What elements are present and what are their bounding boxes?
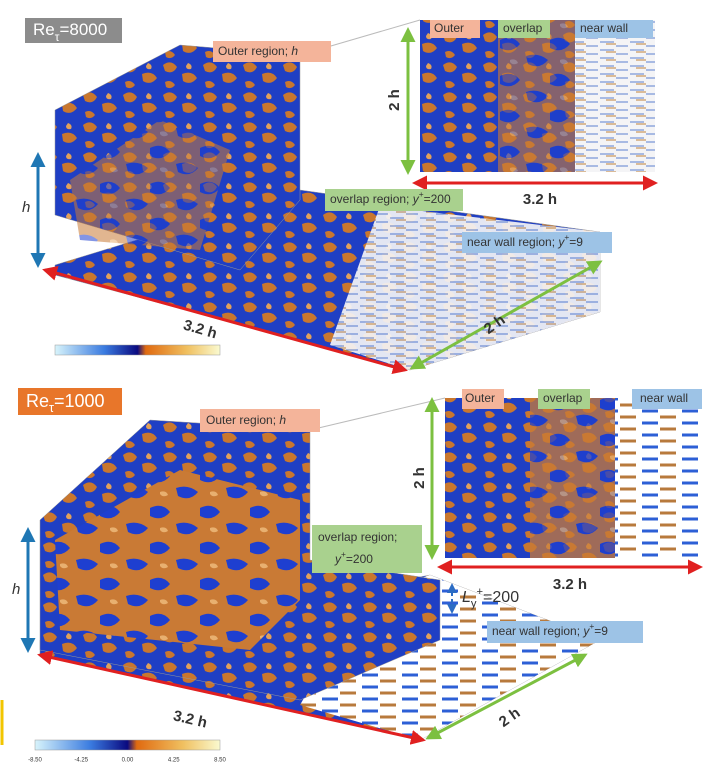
overlap-label: y+=200	[334, 549, 373, 566]
label-part: Re	[26, 391, 49, 411]
inset-tab: Outer	[465, 391, 495, 405]
label-part: =200	[483, 589, 519, 606]
label-part: y	[471, 598, 477, 610]
label-part: overlap region;	[330, 192, 413, 206]
colorbar-tick: 8.50	[214, 758, 226, 764]
length-label: 3.2 h	[181, 317, 219, 343]
colorbar-tick: 4.25	[168, 758, 180, 764]
label-part: Re	[33, 20, 55, 39]
label-part: h	[279, 413, 286, 427]
inset-tab: near wall	[580, 21, 628, 35]
overlap-label: overlap region;	[318, 530, 397, 544]
inset-width: 3.2 h	[553, 576, 587, 593]
colorbar-tick: 0.00	[122, 758, 134, 764]
depth-label: 2 h	[496, 704, 524, 730]
inset-height: 2 h	[386, 89, 403, 111]
label-part: =9	[569, 235, 583, 249]
overlap-label: overlap region; y+=200	[330, 189, 451, 206]
label-part: L	[462, 589, 471, 606]
label-part: near wall region;	[492, 624, 583, 638]
height-label: h	[22, 199, 30, 216]
label-part: Outer region;	[206, 413, 279, 427]
length-label: 3.2 h	[172, 707, 209, 731]
colorbar-tick: -4.25	[74, 758, 88, 764]
height-label: h	[12, 581, 20, 598]
colorbar-tick: -8.50	[28, 758, 42, 764]
label-part: =1000	[54, 391, 105, 411]
label-part: =200	[424, 192, 451, 206]
label-part: Outer region;	[218, 44, 291, 58]
inset-width: 3.2 h	[523, 191, 557, 208]
inset-tab: near wall	[640, 391, 688, 405]
label-part: overlap region;	[318, 530, 397, 544]
label-part: =200	[346, 552, 373, 566]
label-part: =8000	[59, 20, 107, 39]
label-part: h	[291, 44, 298, 58]
inset-tab: overlap	[503, 21, 543, 35]
inset-tab: overlap	[543, 391, 583, 405]
label-part: =9	[594, 624, 608, 638]
label-part: near wall region;	[467, 235, 558, 249]
inset-tab: Outer	[434, 21, 464, 35]
outer-label: Outer region; h	[206, 413, 286, 427]
bottom-visual	[2, 388, 702, 750]
figure: Reτ=8000Outer region; hOuteroverlapnear …	[0, 0, 704, 767]
inset-height: 2 h	[411, 467, 428, 489]
outer-label: Outer region; h	[218, 44, 298, 58]
